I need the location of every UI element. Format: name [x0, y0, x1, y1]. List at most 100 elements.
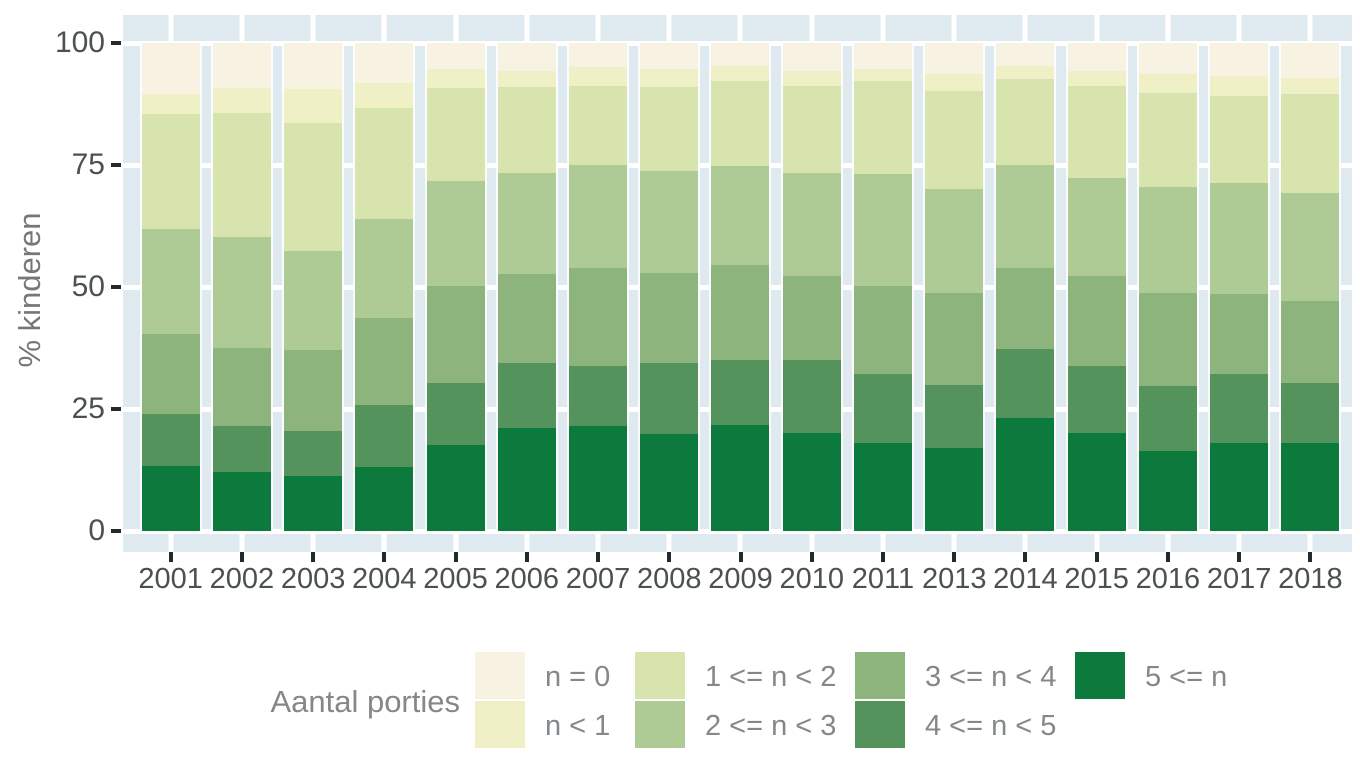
bar-segment [1281, 442, 1340, 531]
legend-swatch [855, 652, 905, 699]
x-tick-label: 2011 [851, 563, 915, 595]
x-tick-2018 [1308, 552, 1313, 562]
plot-panel [123, 15, 1352, 552]
y-tick-75 [111, 163, 121, 167]
bar-slot-2008 [634, 15, 705, 552]
bar-segment [996, 65, 1055, 80]
bar-segment [853, 374, 912, 443]
bar-2007 [567, 43, 630, 531]
bar-slot-2007 [562, 15, 633, 552]
x-tick-2015 [1094, 552, 1099, 562]
bar-segment [925, 448, 984, 531]
x-tick-label: 2002 [209, 563, 275, 595]
bar-2008 [638, 43, 701, 531]
x-tick-label: 2009 [708, 563, 773, 595]
bar-segment [426, 69, 485, 88]
bar-segment [711, 264, 770, 360]
bar-segment [640, 43, 699, 70]
legend-swatch [635, 652, 685, 699]
x-tick-2011 [880, 552, 885, 562]
bar-segment [497, 87, 556, 173]
bar-segment [284, 43, 343, 90]
bar-slot-2001 [135, 15, 206, 552]
bar-slot-2003 [277, 15, 348, 552]
bar-segment [925, 90, 984, 190]
legend-label: 5 <= n [1145, 661, 1228, 693]
bar-segment [640, 170, 699, 273]
x-tick-label: 2005 [423, 563, 488, 595]
bar-segment [141, 414, 200, 467]
bar-segment [711, 359, 770, 425]
bar-segment [284, 349, 343, 432]
x-tick-2001 [168, 552, 173, 562]
y-tick-0 [111, 529, 121, 533]
bar-segment [782, 70, 841, 86]
bar-slot-2011 [847, 15, 918, 552]
legend-swatch [475, 701, 525, 748]
bar-slot-2013 [919, 15, 990, 552]
bar-segment [1138, 74, 1197, 93]
bar-slot-2006 [491, 15, 562, 552]
bar-2010 [780, 43, 843, 531]
bar-segment [1138, 43, 1197, 75]
bar-segment [355, 467, 414, 531]
bar-segment [1281, 382, 1340, 443]
bar-segment [996, 43, 1055, 66]
bar-segment [1067, 43, 1126, 71]
legend-label: 3 <= n < 4 [925, 661, 1057, 693]
bar-segment [141, 113, 200, 230]
bar-segment [996, 349, 1055, 418]
bar-segment [141, 43, 200, 95]
bar-segment [1138, 187, 1197, 293]
bar-segment [1210, 43, 1269, 76]
x-tick-label: 2008 [636, 563, 702, 595]
bar-segment [497, 362, 556, 429]
bar-segment [1138, 451, 1197, 531]
bar-segment [141, 94, 200, 114]
bar-segment [141, 229, 200, 334]
bar-segment [212, 426, 271, 472]
bar-segment [925, 384, 984, 449]
x-tick-label: 2018 [1278, 563, 1343, 595]
x-tick-label: 2007 [565, 563, 631, 595]
bar-segment [925, 43, 984, 75]
bar-segment [853, 43, 912, 70]
bar-segment [355, 107, 414, 220]
bar-segment [426, 181, 485, 287]
bar-segment [711, 65, 770, 82]
bar-segment [497, 70, 556, 88]
bar-segment [853, 81, 912, 175]
x-tick-label: 2006 [494, 563, 560, 595]
y-tick-label: 75 [71, 148, 105, 181]
x-tick-2003 [311, 552, 316, 562]
bar-slot-2009 [705, 15, 776, 552]
bar-segment [1138, 292, 1197, 387]
bar-segment [711, 166, 770, 265]
bar-segment [569, 85, 628, 165]
x-tick-label: 2014 [993, 563, 1058, 595]
bar-2016 [1136, 43, 1199, 531]
x-tick-label: 2010 [779, 563, 844, 595]
bar-segment [1067, 86, 1126, 178]
bar-segment [1067, 432, 1126, 531]
bar-segment [426, 43, 485, 70]
x-tick-label: 2017 [1206, 563, 1272, 595]
legend-swatch [635, 701, 685, 748]
bar-2003 [282, 43, 345, 531]
bar-segment [284, 431, 343, 477]
bar-segment [284, 89, 343, 124]
gridline-y-0 [123, 528, 1352, 534]
bar-slot-2002 [206, 15, 277, 552]
x-tick-label: 2001 [138, 563, 203, 595]
bar-segment [640, 69, 699, 88]
legend-label: n = 0 [545, 661, 611, 693]
bar-2009 [709, 43, 772, 531]
bar-segment [426, 382, 485, 445]
bar-2015 [1065, 43, 1128, 531]
legend-label: 2 <= n < 3 [705, 710, 837, 742]
bar-segment [640, 272, 699, 363]
bar-segment [853, 174, 912, 287]
bar-slot-2016 [1132, 15, 1203, 552]
bar-slot-2015 [1061, 15, 1132, 552]
bar-segment [925, 189, 984, 293]
